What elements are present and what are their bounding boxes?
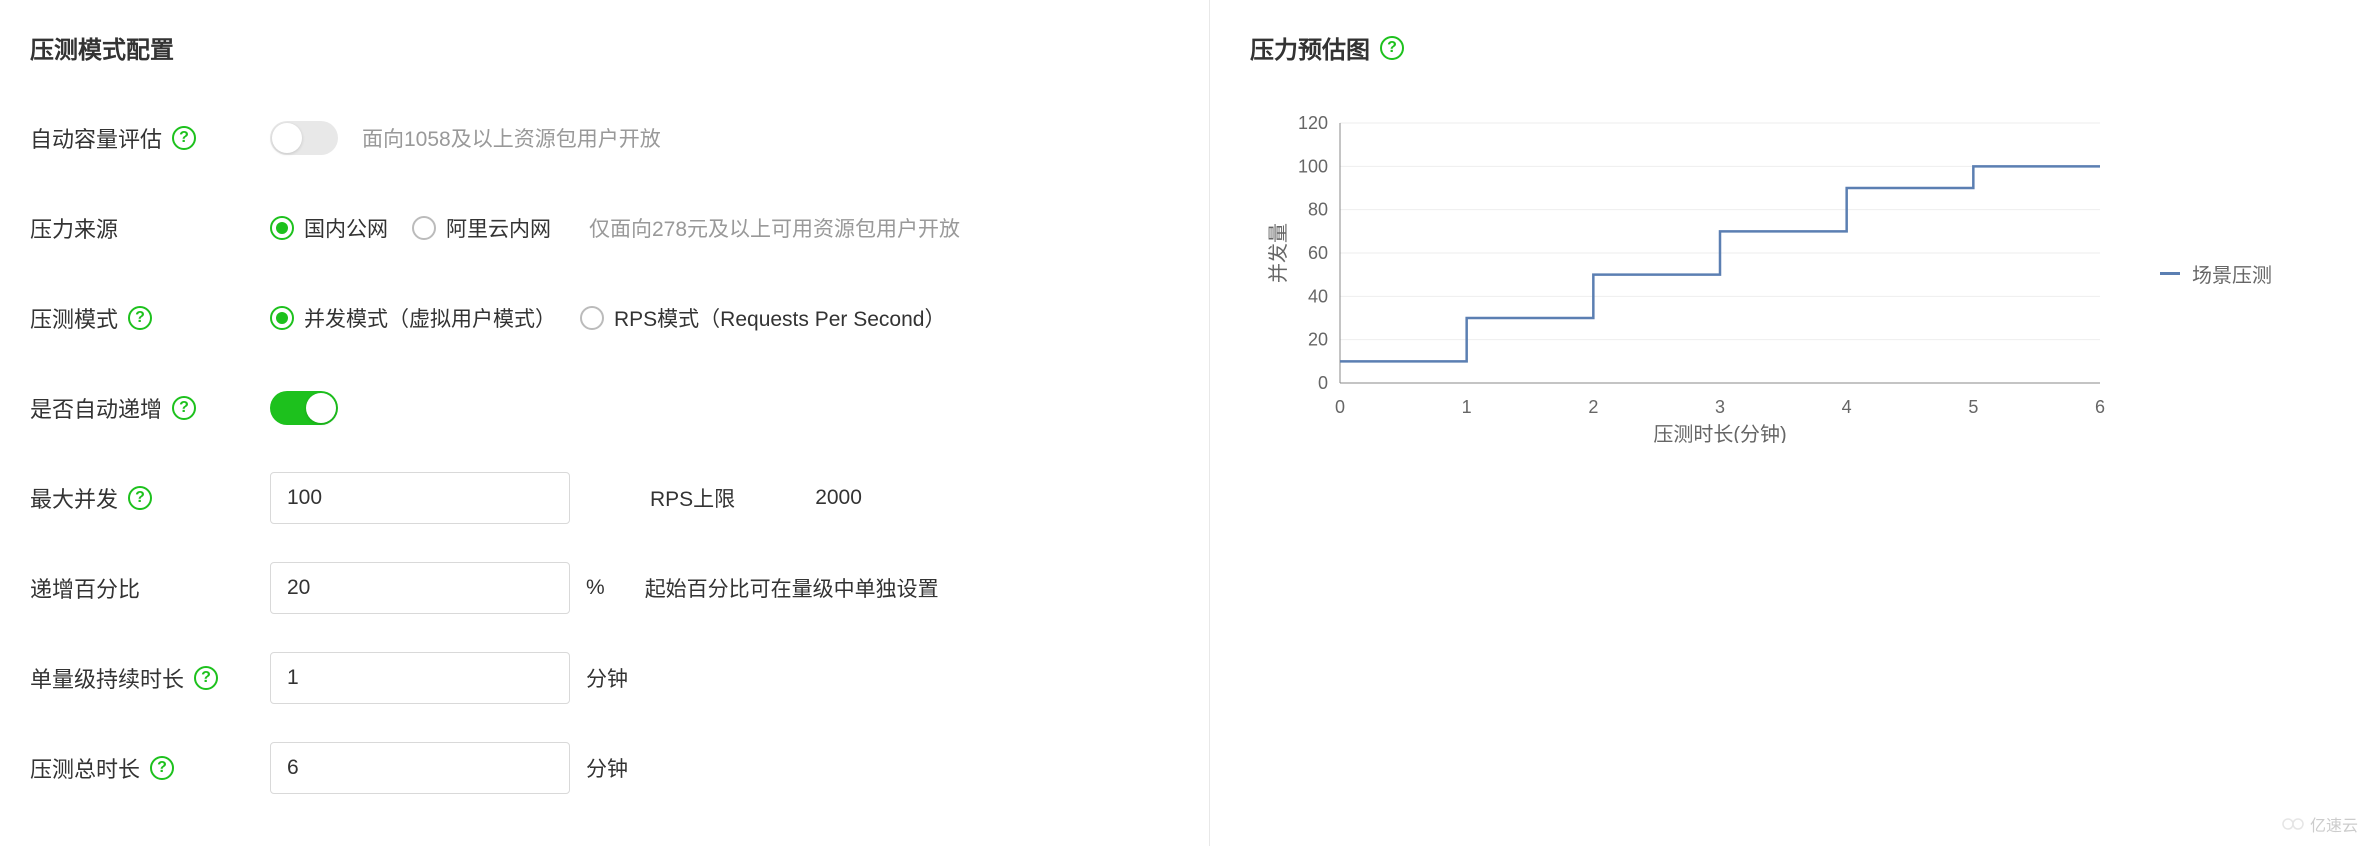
chart-title: 压力预估图 [1250, 30, 1370, 65]
svg-text:80: 80 [1308, 200, 1328, 220]
total-duration-unit: 分钟 [586, 753, 628, 783]
row-max-concurrency: 最大并发 ? RPS上限 2000 [30, 463, 1179, 533]
radio-concurrent-mode[interactable]: 并发模式（虚拟用户模式） [270, 303, 556, 333]
svg-text:0: 0 [1318, 373, 1328, 393]
row-level-duration: 单量级持续时长 ? 分钟 [30, 643, 1179, 713]
svg-text:2: 2 [1588, 397, 1598, 417]
svg-text:1: 1 [1462, 397, 1472, 417]
help-icon[interactable]: ? [128, 486, 152, 510]
svg-text:0: 0 [1335, 397, 1345, 417]
radio-domestic-label: 国内公网 [304, 213, 388, 243]
help-icon[interactable]: ? [194, 666, 218, 690]
auto-increment-toggle[interactable] [270, 391, 338, 425]
svg-text:5: 5 [1968, 397, 1978, 417]
pressure-forecast-chart: 0 20 40 60 80 100 120 0 1 2 3 4 5 6 并发量压测时长(分钟) [1250, 103, 2130, 443]
max-concurrency-label: 最大并发 [30, 482, 118, 514]
total-duration-input[interactable] [270, 742, 570, 794]
rps-limit-value: 2000 [815, 486, 862, 510]
auto-capacity-hint: 面向1058及以上资源包用户开放 [362, 123, 661, 153]
row-increment-percent: 递增百分比 % 起始百分比可在量级中单独设置 [30, 553, 1179, 623]
config-title: 压测模式配置 [30, 30, 174, 65]
radio-dot-icon [412, 216, 436, 240]
radio-aliyun-intranet-label: 阿里云内网 [446, 213, 551, 243]
radio-rps-label: RPS模式（Requests Per Second） [614, 303, 945, 333]
level-duration-label: 单量级持续时长 [30, 662, 184, 694]
legend-dash-icon [2160, 272, 2180, 275]
svg-text:100: 100 [1298, 156, 1328, 176]
level-duration-unit: 分钟 [586, 663, 628, 693]
radio-dot-icon [580, 306, 604, 330]
row-auto-increment: 是否自动递增 ? [30, 373, 1179, 443]
svg-text:压测时长(分钟): 压测时长(分钟) [1653, 423, 1786, 443]
svg-text:3: 3 [1715, 397, 1725, 417]
svg-text:并发量: 并发量 [1267, 223, 1290, 283]
radio-concurrent-label: 并发模式（虚拟用户模式） [304, 303, 556, 333]
help-icon[interactable]: ? [1380, 36, 1404, 60]
radio-domestic[interactable]: 国内公网 [270, 213, 388, 243]
help-icon[interactable]: ? [128, 306, 152, 330]
max-concurrency-input[interactable] [270, 472, 570, 524]
radio-dot-icon [270, 306, 294, 330]
increment-percent-unit: % [586, 576, 605, 600]
svg-text:40: 40 [1308, 286, 1328, 306]
svg-text:120: 120 [1298, 113, 1328, 133]
chart-legend: 场景压测 [2160, 259, 2272, 288]
watermark-text: 亿速云 [2310, 812, 2358, 836]
pressure-source-label: 压力来源 [30, 212, 118, 244]
radio-dot-icon [270, 216, 294, 240]
help-icon[interactable]: ? [172, 396, 196, 420]
svg-text:6: 6 [2095, 397, 2105, 417]
watermark: 亿速云 [2282, 812, 2358, 836]
pressure-source-hint: 仅面向278元及以上可用资源包用户开放 [589, 213, 960, 243]
svg-text:20: 20 [1308, 330, 1328, 350]
help-icon[interactable]: ? [172, 126, 196, 150]
row-auto-capacity: 自动容量评估 ? 面向1058及以上资源包用户开放 [30, 103, 1179, 173]
row-total-duration: 压测总时长 ? 分钟 [30, 733, 1179, 803]
svg-text:60: 60 [1308, 243, 1328, 263]
increment-percent-input[interactable] [270, 562, 570, 614]
row-test-mode: 压测模式 ? 并发模式（虚拟用户模式） RPS模式（Requests Per S… [30, 283, 1179, 353]
auto-capacity-toggle[interactable] [270, 121, 338, 155]
svg-text:4: 4 [1842, 397, 1852, 417]
help-icon[interactable]: ? [150, 756, 174, 780]
total-duration-label: 压测总时长 [30, 752, 140, 784]
legend-label: 场景压测 [2192, 259, 2272, 288]
level-duration-input[interactable] [270, 652, 570, 704]
auto-increment-label: 是否自动递增 [30, 392, 162, 424]
radio-aliyun-intranet[interactable]: 阿里云内网 [412, 213, 551, 243]
auto-capacity-label: 自动容量评估 [30, 122, 162, 154]
increment-percent-label: 递增百分比 [30, 572, 140, 604]
increment-percent-hint: 起始百分比可在量级中单独设置 [645, 573, 939, 603]
radio-rps-mode[interactable]: RPS模式（Requests Per Second） [580, 303, 945, 333]
row-pressure-source: 压力来源 国内公网 阿里云内网 仅面向278元及以上可用资源包用户开放 [30, 193, 1179, 263]
rps-limit-label: RPS上限 [650, 483, 735, 513]
test-mode-label: 压测模式 [30, 302, 118, 334]
